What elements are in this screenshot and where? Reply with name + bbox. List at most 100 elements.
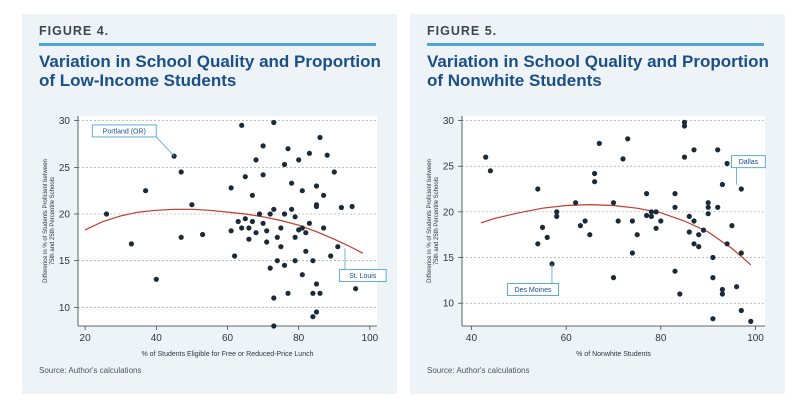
callout-label: Des Moines bbox=[515, 287, 552, 294]
data-point bbox=[658, 218, 664, 224]
data-point bbox=[253, 157, 259, 163]
data-point bbox=[299, 272, 305, 278]
data-point bbox=[292, 258, 298, 264]
data-point bbox=[321, 225, 327, 231]
source-note: Source: Author's calculations bbox=[39, 366, 142, 375]
data-point bbox=[249, 192, 255, 198]
data-point bbox=[281, 262, 288, 268]
data-point bbox=[246, 236, 252, 242]
callout-label: St. Louis bbox=[349, 273, 377, 280]
data-point bbox=[554, 213, 560, 219]
data-point bbox=[677, 291, 683, 297]
data-point bbox=[610, 275, 617, 281]
data-point bbox=[592, 170, 598, 177]
data-point bbox=[554, 209, 560, 215]
x-axis-label: % of Students Eligible for Free or Reduc… bbox=[142, 351, 314, 358]
data-point bbox=[719, 291, 725, 297]
data-point bbox=[644, 212, 650, 219]
scatter-chart-right: 10 15 20 25 30 40 60 80 100 % of Nonwhite Student… bbox=[427, 116, 766, 358]
data-point bbox=[317, 290, 323, 296]
data-point bbox=[324, 152, 330, 158]
data-point bbox=[289, 206, 295, 212]
callout-box bbox=[507, 283, 559, 296]
data-point bbox=[729, 223, 735, 229]
data-point bbox=[681, 123, 688, 129]
data-point bbox=[260, 143, 266, 149]
data-point bbox=[719, 286, 725, 293]
data-point bbox=[103, 211, 110, 217]
data-point bbox=[629, 250, 635, 256]
data-point bbox=[242, 174, 248, 180]
x-tick-label: 20 bbox=[80, 333, 92, 344]
data-point bbox=[539, 224, 546, 230]
callout-box bbox=[731, 155, 766, 169]
data-point bbox=[738, 307, 744, 314]
y-axis-label-line: Difference in % of Students Proficient b… bbox=[43, 159, 49, 283]
data-point bbox=[710, 316, 716, 322]
data-point bbox=[592, 179, 598, 185]
data-point bbox=[549, 261, 555, 267]
data-point bbox=[587, 232, 593, 238]
trend-line bbox=[84, 208, 364, 254]
data-point bbox=[672, 268, 678, 274]
data-point bbox=[577, 223, 583, 229]
data-point bbox=[748, 318, 754, 324]
data-point bbox=[253, 230, 259, 236]
data-point bbox=[686, 213, 692, 219]
data-point bbox=[705, 211, 711, 217]
data-point bbox=[178, 169, 184, 175]
data-point bbox=[672, 204, 678, 210]
data-point bbox=[274, 258, 280, 264]
data-point bbox=[249, 218, 255, 225]
data-point bbox=[228, 185, 234, 191]
data-point bbox=[178, 234, 184, 240]
data-point bbox=[483, 154, 489, 160]
data-point bbox=[644, 191, 650, 197]
figure-title: Variation in School Quality and Proporti… bbox=[39, 52, 381, 90]
data-point bbox=[573, 200, 579, 206]
data-point bbox=[629, 218, 635, 224]
data-point bbox=[696, 244, 702, 250]
data-point bbox=[620, 156, 626, 162]
data-point bbox=[672, 191, 678, 197]
data-point bbox=[625, 136, 631, 142]
data-point bbox=[724, 160, 730, 167]
data-point bbox=[128, 241, 134, 247]
y-axis-label-line: Difference in % of Students Proficient b… bbox=[427, 159, 433, 283]
data-point bbox=[634, 232, 640, 238]
x-tick-label: 80 bbox=[655, 333, 667, 344]
y-tick-label: 30 bbox=[59, 116, 71, 127]
x-tick-label: 40 bbox=[151, 333, 163, 344]
data-point bbox=[143, 188, 149, 194]
figure-label: FIGURE 4. bbox=[39, 24, 110, 38]
data-point bbox=[267, 265, 273, 271]
data-point bbox=[310, 290, 316, 296]
figure-panel-right: FIGURE 5. Variation in School Quality an… bbox=[410, 14, 785, 394]
data-point bbox=[734, 284, 740, 290]
data-point bbox=[292, 214, 298, 220]
data-point bbox=[264, 239, 270, 245]
figure-label: FIGURE 5. bbox=[427, 24, 498, 38]
data-point bbox=[653, 225, 659, 231]
data-point bbox=[189, 202, 195, 208]
x-tick-label: 60 bbox=[561, 333, 573, 344]
data-point bbox=[691, 218, 697, 224]
data-point bbox=[292, 234, 298, 240]
data-point bbox=[724, 241, 730, 247]
data-point bbox=[246, 225, 252, 231]
data-point bbox=[335, 244, 341, 250]
data-point bbox=[228, 228, 234, 234]
data-point bbox=[331, 169, 337, 175]
callout-box bbox=[91, 124, 157, 138]
callout-label: Portland (OR) bbox=[103, 128, 146, 135]
data-point bbox=[303, 230, 309, 236]
data-point bbox=[648, 209, 654, 215]
y-tick-label: 20 bbox=[59, 210, 71, 221]
y-tick-label: 30 bbox=[443, 116, 455, 127]
data-point bbox=[274, 234, 280, 240]
data-point bbox=[321, 192, 327, 198]
data-point bbox=[582, 218, 588, 224]
data-point bbox=[239, 122, 245, 128]
data-point bbox=[200, 231, 206, 238]
x-tick-label: 80 bbox=[293, 333, 305, 344]
